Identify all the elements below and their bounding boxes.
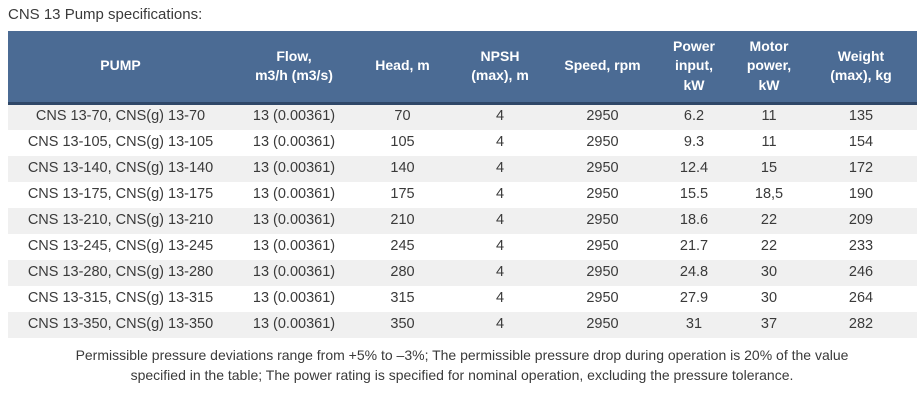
cell-power-input: 6.2 xyxy=(655,103,733,130)
cell-flow: 13 (0.00361) xyxy=(233,233,355,260)
table-row: CNS 13-280, CNS(g) 13-280 13 (0.00361) 2… xyxy=(8,259,917,286)
cell-pump: CNS 13-140, CNS(g) 13-140 xyxy=(8,155,233,182)
cell-flow: 13 (0.00361) xyxy=(233,311,355,338)
cell-power-input: 31 xyxy=(655,311,733,338)
cell-power-input: 9.3 xyxy=(655,129,733,156)
cell-motor-power: 22 xyxy=(733,207,805,234)
cell-pump: CNS 13-350, CNS(g) 13-350 xyxy=(8,311,233,338)
cell-head: 105 xyxy=(355,129,450,156)
cell-power-input: 18.6 xyxy=(655,207,733,234)
cell-power-input: 27.9 xyxy=(655,285,733,312)
column-header-power-input: Power input, kW xyxy=(655,30,733,105)
cell-weight: 135 xyxy=(805,103,917,130)
cell-pump: CNS 13-105, CNS(g) 13-105 xyxy=(8,129,233,156)
cell-npsh: 4 xyxy=(450,259,550,286)
table-row: CNS 13-210, CNS(g) 13-210 13 (0.00361) 2… xyxy=(8,207,917,234)
cell-npsh: 4 xyxy=(450,155,550,182)
cell-weight: 246 xyxy=(805,259,917,286)
cell-speed: 2950 xyxy=(550,155,655,182)
page: CNS 13 Pump specifications: PUMP Flow, m… xyxy=(8,6,917,383)
table-header: PUMP Flow, m3/h (m3/s) Head, m NPSH (max… xyxy=(8,30,917,105)
cell-flow: 13 (0.00361) xyxy=(233,259,355,286)
cell-flow: 13 (0.00361) xyxy=(233,103,355,130)
table-body: CNS 13-70, CNS(g) 13-70 13 (0.00361) 70 … xyxy=(8,103,917,338)
cell-speed: 2950 xyxy=(550,233,655,260)
cell-power-input: 15.5 xyxy=(655,181,733,208)
cell-weight: 172 xyxy=(805,155,917,182)
cell-head: 175 xyxy=(355,181,450,208)
cell-flow: 13 (0.00361) xyxy=(233,129,355,156)
cell-speed: 2950 xyxy=(550,207,655,234)
table-row: CNS 13-175, CNS(g) 13-175 13 (0.00361) 1… xyxy=(8,181,917,208)
table-row: CNS 13-70, CNS(g) 13-70 13 (0.00361) 70 … xyxy=(8,103,917,130)
cell-weight: 264 xyxy=(805,285,917,312)
cell-speed: 2950 xyxy=(550,285,655,312)
cell-motor-power: 11 xyxy=(733,103,805,130)
cell-head: 315 xyxy=(355,285,450,312)
cell-npsh: 4 xyxy=(450,103,550,130)
cell-motor-power: 11 xyxy=(733,129,805,156)
cell-head: 245 xyxy=(355,233,450,260)
cell-head: 350 xyxy=(355,311,450,338)
cell-flow: 13 (0.00361) xyxy=(233,181,355,208)
cell-speed: 2950 xyxy=(550,311,655,338)
cell-npsh: 4 xyxy=(450,207,550,234)
column-header-motor-power: Motor power, kW xyxy=(733,30,805,105)
table-row: CNS 13-245, CNS(g) 13-245 13 (0.00361) 2… xyxy=(8,233,917,260)
cell-power-input: 21.7 xyxy=(655,233,733,260)
cell-weight: 154 xyxy=(805,129,917,156)
column-header-weight: Weight (max), kg xyxy=(805,30,917,105)
cell-weight: 282 xyxy=(805,311,917,338)
page-title: CNS 13 Pump specifications: xyxy=(8,6,203,23)
table-row: CNS 13-105, CNS(g) 13-105 13 (0.00361) 1… xyxy=(8,129,917,156)
cell-flow: 13 (0.00361) xyxy=(233,285,355,312)
table-header-row: PUMP Flow, m3/h (m3/s) Head, m NPSH (max… xyxy=(8,30,917,105)
cell-flow: 13 (0.00361) xyxy=(233,155,355,182)
cell-speed: 2950 xyxy=(550,259,655,286)
column-header-speed: Speed, rpm xyxy=(550,30,655,105)
cell-pump: CNS 13-280, CNS(g) 13-280 xyxy=(8,259,233,286)
cell-power-input: 24.8 xyxy=(655,259,733,286)
cell-head: 210 xyxy=(355,207,450,234)
cell-npsh: 4 xyxy=(450,129,550,156)
cell-pump: CNS 13-210, CNS(g) 13-210 xyxy=(8,207,233,234)
cell-head: 140 xyxy=(355,155,450,182)
cell-pump: CNS 13-70, CNS(g) 13-70 xyxy=(8,103,233,130)
cell-npsh: 4 xyxy=(450,181,550,208)
cell-motor-power: 18,5 xyxy=(733,181,805,208)
footnote: Permissible pressure deviations range fr… xyxy=(75,346,849,383)
cell-motor-power: 15 xyxy=(733,155,805,182)
cell-motor-power: 30 xyxy=(733,259,805,286)
table-row: CNS 13-350, CNS(g) 13-350 13 (0.00361) 3… xyxy=(8,311,917,338)
cell-motor-power: 37 xyxy=(733,311,805,338)
column-header-head: Head, m xyxy=(355,30,450,105)
cell-head: 280 xyxy=(355,259,450,286)
cell-speed: 2950 xyxy=(550,129,655,156)
column-header-pump: PUMP xyxy=(8,30,233,105)
column-header-flow: Flow, m3/h (m3/s) xyxy=(233,30,355,105)
table-row: CNS 13-315, CNS(g) 13-315 13 (0.00361) 3… xyxy=(8,285,917,312)
cell-motor-power: 30 xyxy=(733,285,805,312)
cell-npsh: 4 xyxy=(450,285,550,312)
cell-speed: 2950 xyxy=(550,181,655,208)
cell-weight: 233 xyxy=(805,233,917,260)
cell-npsh: 4 xyxy=(450,233,550,260)
column-header-npsh: NPSH (max), m xyxy=(450,30,550,105)
cell-pump: CNS 13-175, CNS(g) 13-175 xyxy=(8,181,233,208)
table-row: CNS 13-140, CNS(g) 13-140 13 (0.00361) 1… xyxy=(8,155,917,182)
cell-weight: 209 xyxy=(805,207,917,234)
cell-pump: CNS 13-315, CNS(g) 13-315 xyxy=(8,285,233,312)
pump-spec-table: PUMP Flow, m3/h (m3/s) Head, m NPSH (max… xyxy=(8,30,917,338)
cell-flow: 13 (0.00361) xyxy=(233,207,355,234)
cell-power-input: 12.4 xyxy=(655,155,733,182)
cell-weight: 190 xyxy=(805,181,917,208)
cell-motor-power: 22 xyxy=(733,233,805,260)
cell-speed: 2950 xyxy=(550,103,655,130)
cell-npsh: 4 xyxy=(450,311,550,338)
cell-head: 70 xyxy=(355,103,450,130)
cell-pump: CNS 13-245, CNS(g) 13-245 xyxy=(8,233,233,260)
